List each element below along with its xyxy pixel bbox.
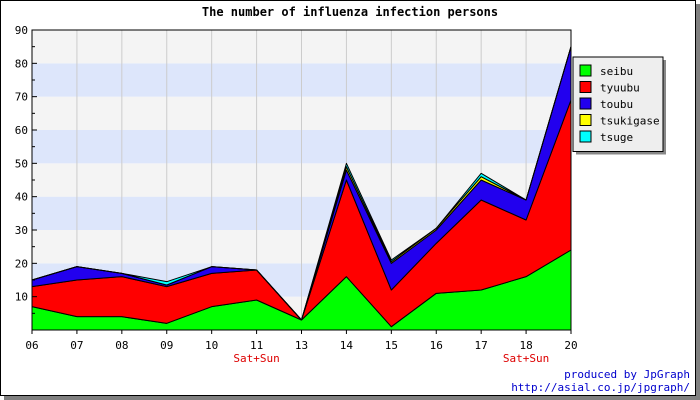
y-tick-label: 20	[15, 257, 28, 270]
x-tick-label: 08	[115, 339, 128, 352]
footer-credit: produced by JpGraph	[564, 368, 690, 381]
x-tick-note: Sat+Sun	[233, 352, 279, 365]
y-tick-label: 60	[15, 124, 28, 137]
legend-label-seibu: seibu	[600, 65, 633, 78]
x-tick-label: 11	[250, 339, 263, 352]
y-tick-label: 30	[15, 224, 28, 237]
x-tick-label: 15	[385, 339, 398, 352]
y-tick-label: 90	[15, 24, 28, 37]
y-tick-label: 70	[15, 91, 28, 104]
legend-swatch-tyuubu	[579, 81, 592, 93]
legend: seibu tyuubu toubu tsukigase tsuge	[572, 56, 666, 155]
legend-label-tsuge: tsuge	[600, 131, 633, 144]
footer-url: http://asial.co.jp/jpgraph/	[511, 381, 690, 394]
x-tick-label: 13	[295, 339, 308, 352]
x-tick-label: 17	[475, 339, 488, 352]
x-tick-label: 18	[519, 339, 532, 352]
legend-label-tsukigase: tsukigase	[600, 115, 660, 128]
y-tick-label: 40	[15, 191, 28, 204]
x-tick-note: Sat+Sun	[503, 352, 549, 365]
legend-label-tyuubu: tyuubu	[600, 82, 640, 95]
x-tick-label: 06	[25, 339, 38, 352]
x-tick-label: 10	[205, 339, 218, 352]
x-tick-label: 09	[160, 339, 173, 352]
x-tick-label: 14	[340, 339, 354, 352]
legend-swatch-tsuge	[579, 130, 592, 143]
y-tick-label: 10	[15, 291, 28, 304]
y-tick-label: 80	[15, 57, 28, 70]
x-tick-label: 07	[70, 339, 83, 352]
y-tick-label: 50	[15, 157, 28, 170]
x-tick-label: 16	[430, 339, 443, 352]
legend-swatch-tsukigase	[579, 114, 592, 126]
x-tick-label: 20	[564, 339, 577, 352]
legend-label-toubu: toubu	[600, 98, 633, 111]
legend-swatch-seibu	[579, 64, 592, 77]
chart-title: The number of influenza infection person…	[202, 5, 498, 19]
legend-swatch-toubu	[579, 97, 592, 110]
